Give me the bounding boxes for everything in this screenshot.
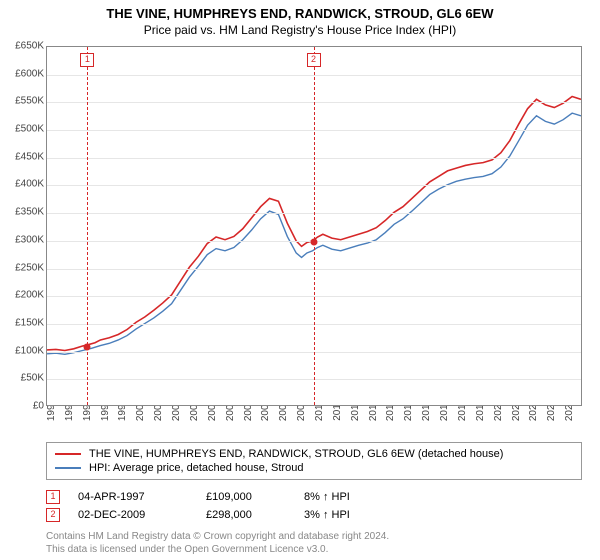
plot-area: 12 bbox=[46, 46, 582, 406]
y-tick-label: £250K bbox=[2, 262, 44, 273]
sale-price-1: £109,000 bbox=[206, 491, 286, 503]
sale-date-2: 02-DEC-2009 bbox=[78, 509, 188, 521]
y-tick-label: £650K bbox=[2, 41, 44, 52]
sale-marker-1: 1 bbox=[46, 490, 60, 504]
sale-marker-dot bbox=[310, 238, 317, 245]
legend-item-hpi: HPI: Average price, detached house, Stro… bbox=[55, 461, 573, 475]
footnote: Contains HM Land Registry data © Crown c… bbox=[46, 531, 582, 556]
legend-box: THE VINE, HUMPHREYS END, RANDWICK, STROU… bbox=[46, 442, 582, 480]
sale-date-1: 04-APR-1997 bbox=[78, 491, 188, 503]
chart-title: THE VINE, HUMPHREYS END, RANDWICK, STROU… bbox=[0, 0, 600, 21]
sale-row-1: 1 04-APR-1997 £109,000 8% ↑ HPI bbox=[46, 488, 582, 506]
legend-label-property: THE VINE, HUMPHREYS END, RANDWICK, STROU… bbox=[89, 448, 503, 460]
y-tick-label: £150K bbox=[2, 317, 44, 328]
y-tick-label: £600K bbox=[2, 68, 44, 79]
y-tick-label: £500K bbox=[2, 124, 44, 135]
sale-marker-flag: 2 bbox=[307, 53, 321, 67]
legend-swatch-property bbox=[55, 453, 81, 455]
y-tick-label: £200K bbox=[2, 290, 44, 301]
chart-subtitle: Price paid vs. HM Land Registry's House … bbox=[0, 21, 600, 41]
legend-swatch-hpi bbox=[55, 467, 81, 469]
sale-price-2: £298,000 bbox=[206, 509, 286, 521]
y-tick-label: £300K bbox=[2, 234, 44, 245]
y-tick-label: £450K bbox=[2, 151, 44, 162]
y-tick-label: £50K bbox=[2, 373, 44, 384]
sale-marker-dot bbox=[84, 343, 91, 350]
sale-marker-line bbox=[87, 47, 88, 405]
sale-pct-1: 8% ↑ HPI bbox=[304, 491, 350, 503]
legend-label-hpi: HPI: Average price, detached house, Stro… bbox=[89, 462, 303, 474]
y-tick-label: £100K bbox=[2, 345, 44, 356]
y-tick-label: £550K bbox=[2, 96, 44, 107]
sale-marker-flag: 1 bbox=[80, 53, 94, 67]
sale-marker-line bbox=[314, 47, 315, 405]
legend-item-property: THE VINE, HUMPHREYS END, RANDWICK, STROU… bbox=[55, 447, 573, 461]
y-tick-label: £350K bbox=[2, 207, 44, 218]
sale-pct-2: 3% ↑ HPI bbox=[304, 509, 350, 521]
sale-row-2: 2 02-DEC-2009 £298,000 3% ↑ HPI bbox=[46, 506, 582, 524]
y-tick-label: £400K bbox=[2, 179, 44, 190]
sale-marker-2: 2 bbox=[46, 508, 60, 522]
y-tick-label: £0 bbox=[2, 401, 44, 412]
footnote-line-1: Contains HM Land Registry data © Crown c… bbox=[46, 531, 582, 544]
footnote-line-2: This data is licensed under the Open Gov… bbox=[46, 544, 582, 557]
sales-table: 1 04-APR-1997 £109,000 8% ↑ HPI 2 02-DEC… bbox=[46, 488, 582, 524]
price-chart-container: { "title": "THE VINE, HUMPHREYS END, RAN… bbox=[0, 0, 600, 560]
